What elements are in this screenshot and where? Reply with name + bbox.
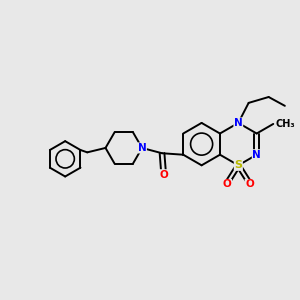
Text: N: N [138, 143, 146, 153]
Text: O: O [223, 179, 232, 189]
Text: O: O [245, 179, 254, 189]
Text: N: N [252, 150, 261, 160]
Text: N: N [234, 118, 243, 128]
Text: O: O [159, 170, 168, 180]
Text: S: S [234, 160, 242, 170]
Text: CH₃: CH₃ [275, 119, 295, 129]
